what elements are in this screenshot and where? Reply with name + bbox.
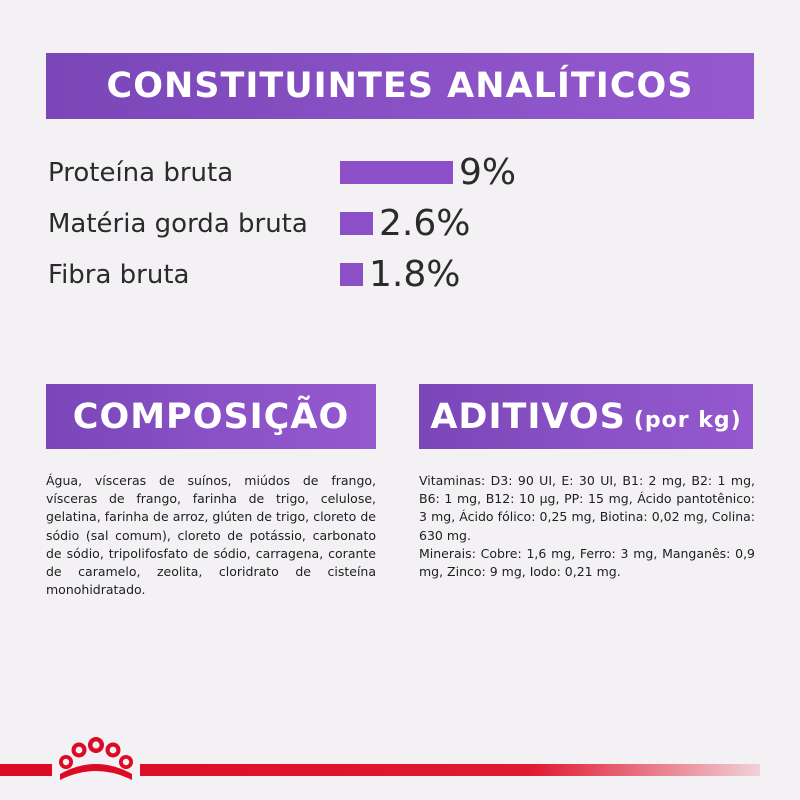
analytic-bar	[340, 263, 363, 286]
analytic-value: 9%	[459, 152, 517, 193]
analytical-constituents-banner: CONSTITUINTES ANALÍTICOS	[46, 53, 754, 119]
analytic-value: 1.8%	[369, 254, 461, 295]
analytic-label: Fibra bruta	[48, 260, 190, 290]
footer-red-line	[0, 764, 760, 776]
additives-title: ADITIVOS	[430, 396, 626, 437]
additives-text: Vitaminas: D3: 90 UI, E: 30 UI, B1: 2 mg…	[419, 472, 755, 581]
analytical-constituents-title: CONSTITUINTES ANALÍTICOS	[106, 66, 694, 106]
analytic-row-fiber: Fibra bruta 1.8%	[48, 252, 748, 298]
additives-banner: ADITIVOS (por kg)	[419, 384, 753, 449]
vitamins-text: Vitaminas: D3: 90 UI, E: 30 UI, B1: 2 mg…	[419, 473, 755, 543]
analytic-bar	[340, 212, 373, 235]
minerals-text: Minerais: Cobre: 1,6 mg, Ferro: 3 mg, Ma…	[419, 545, 755, 580]
analytic-row-protein: Proteína bruta 9%	[48, 150, 748, 196]
analytic-label: Proteína bruta	[48, 158, 234, 188]
composition-title: COMPOSIÇÃO	[72, 396, 350, 437]
analytic-bar	[340, 161, 453, 184]
additives-unit: (por kg)	[633, 408, 742, 433]
composition-text: Água, vísceras de suínos, miúdos de fran…	[46, 473, 376, 598]
royal-canin-crown-logo	[52, 724, 140, 788]
analytic-value: 2.6%	[379, 203, 471, 244]
analytic-row-fat: Matéria gorda bruta 2.6%	[48, 201, 748, 247]
composition-banner: COMPOSIÇÃO	[46, 384, 376, 449]
analytic-label: Matéria gorda bruta	[48, 209, 308, 239]
